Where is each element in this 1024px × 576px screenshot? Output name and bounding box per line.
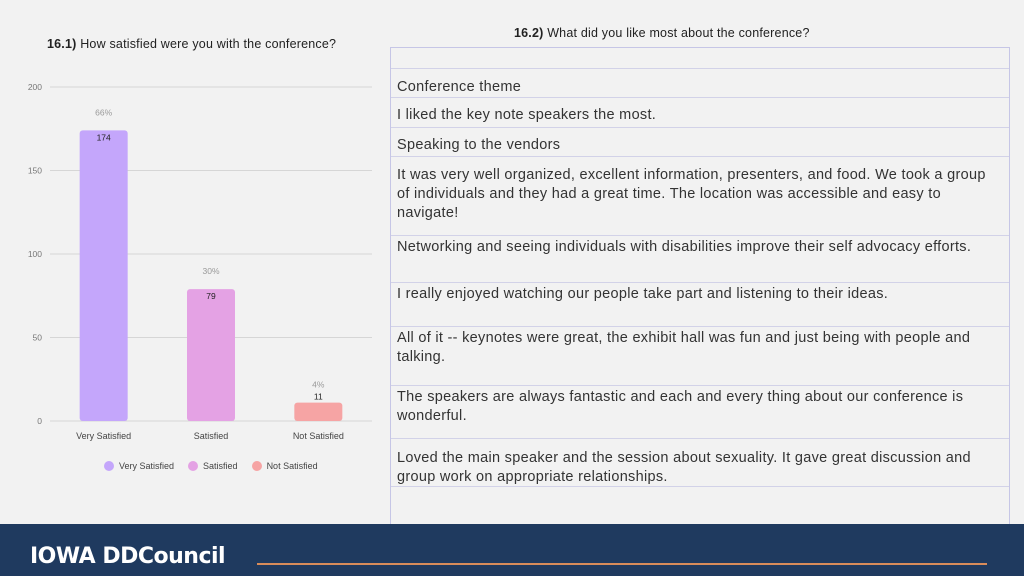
legend-item-satisfied: Satisfied	[188, 461, 238, 471]
bar-percent-label: 4%	[312, 380, 325, 390]
table-row: Speaking to the vendors	[391, 127, 1009, 157]
table-row: It was very well organized, excellent in…	[391, 156, 1009, 235]
response-text: All of it -- keynotes were great, the ex…	[397, 330, 971, 365]
organization-logo: IOWA DDCouncil	[30, 544, 226, 569]
table-row: I liked the key note speakers the most.	[391, 97, 1009, 127]
response-text: The speakers are always fantastic and ea…	[397, 389, 964, 424]
x-tick-label: Not Satisfied	[293, 431, 344, 441]
bar-value-label: 79	[206, 291, 216, 301]
table-row: I really enjoyed watching our people tak…	[391, 282, 1009, 327]
bar	[294, 402, 343, 421]
responses-question-title: 16.2) What did you like most about the c…	[514, 26, 810, 40]
bar-value-label: 11	[314, 392, 323, 402]
legend-swatch	[188, 461, 199, 471]
table-row: The speakers are always fantastic and ea…	[391, 385, 1009, 439]
satisfaction-bar-chart: 0 50 100 150 200 66% 174 Very Satisfied 30% 79 Sat…	[28, 82, 372, 441]
chart-question-number: 16.1)	[47, 37, 77, 51]
y-tick-label: 100	[28, 249, 42, 259]
legend-label: Not Satisfied	[266, 461, 318, 471]
y-tick-label: 50	[33, 333, 43, 343]
legend-item-not-satisfied: Not Satisfied	[251, 461, 318, 471]
bar-value-label: 174	[97, 132, 111, 142]
response-text: It was very well organized, excellent in…	[397, 167, 986, 221]
table-row: Conference theme	[391, 68, 1009, 98]
responses-question-number: 16.2)	[514, 26, 544, 40]
footer-bar: IOWA DDCouncil	[0, 524, 1024, 576]
table-row: All of it -- keynotes were great, the ex…	[391, 326, 1009, 386]
legend-swatch	[251, 461, 262, 471]
table-row: Loved the main speaker and the session a…	[391, 438, 1009, 488]
x-tick-label: Very Satisfied	[76, 431, 131, 441]
response-text: I really enjoyed watching our people tak…	[397, 286, 889, 302]
bar-percent-label: 66%	[95, 107, 112, 117]
y-tick-label: 200	[28, 82, 42, 92]
responses-table: Conference theme I liked the key note sp…	[390, 47, 1010, 525]
table-row-empty	[391, 486, 1009, 524]
legend-label: Satisfied	[203, 461, 238, 471]
chart-legend: Very Satisfied Satisfied Not Satisfied	[104, 461, 318, 471]
y-tick-label: 0	[37, 416, 42, 426]
response-text: Conference theme	[397, 79, 522, 95]
x-tick-label: Satisfied	[194, 431, 229, 441]
response-text: I liked the key note speakers the most.	[397, 107, 657, 123]
response-text: Speaking to the vendors	[397, 137, 561, 153]
chart-question-text: How satisfied were you with the conferen…	[80, 37, 337, 51]
table-row: Networking and seeing individuals with d…	[391, 235, 1009, 282]
legend-item-very-satisfied: Very Satisfied	[104, 461, 174, 471]
y-tick-label: 150	[28, 166, 42, 176]
bar	[79, 130, 128, 422]
responses-question-text: What did you like most about the confere…	[547, 26, 810, 40]
bar-percent-label: 30%	[202, 266, 219, 276]
response-text: Networking and seeing individuals with d…	[397, 239, 972, 255]
legend-swatch	[104, 461, 114, 471]
response-text: Loved the main speaker and the session a…	[397, 450, 971, 485]
bar	[187, 289, 235, 421]
legend-label: Very Satisfied	[119, 461, 175, 471]
chart-question-title: 16.1) How satisfied were you with the co…	[47, 37, 336, 51]
footer-divider	[257, 563, 987, 565]
